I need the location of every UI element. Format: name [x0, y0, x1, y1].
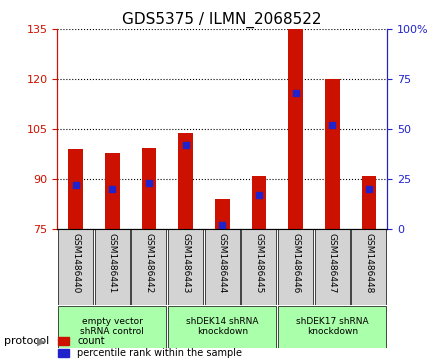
Text: shDEK14 shRNA
knockdown: shDEK14 shRNA knockdown	[186, 317, 258, 336]
Text: GSM1486448: GSM1486448	[364, 233, 374, 294]
Text: GSM1486447: GSM1486447	[328, 233, 337, 294]
Bar	[362, 176, 376, 229]
FancyBboxPatch shape	[168, 229, 203, 305]
Text: GSM1486442: GSM1486442	[144, 233, 154, 293]
FancyBboxPatch shape	[351, 229, 386, 305]
Text: shDEK17 shRNA
knockdown: shDEK17 shRNA knockdown	[296, 317, 369, 336]
Bar	[325, 79, 340, 229]
Bar	[178, 132, 193, 229]
Text: ▶: ▶	[37, 336, 46, 346]
Bar	[215, 199, 230, 229]
Text: GSM1486444: GSM1486444	[218, 233, 227, 293]
FancyBboxPatch shape	[58, 306, 166, 348]
FancyBboxPatch shape	[315, 229, 350, 305]
Text: empty vector
shRNA control: empty vector shRNA control	[80, 317, 144, 336]
FancyBboxPatch shape	[131, 229, 166, 305]
Text: GSM1486441: GSM1486441	[108, 233, 117, 294]
Bar	[105, 152, 120, 229]
FancyBboxPatch shape	[278, 229, 313, 305]
Title: GDS5375 / ILMN_2068522: GDS5375 / ILMN_2068522	[122, 12, 322, 28]
Legend: count, percentile rank within the sample: count, percentile rank within the sample	[58, 336, 242, 358]
FancyBboxPatch shape	[168, 306, 276, 348]
Bar	[68, 149, 83, 229]
Bar	[252, 176, 266, 229]
FancyBboxPatch shape	[241, 229, 276, 305]
FancyBboxPatch shape	[58, 229, 93, 305]
Text: GSM1486445: GSM1486445	[254, 233, 264, 294]
FancyBboxPatch shape	[205, 229, 240, 305]
Bar	[288, 29, 303, 229]
Text: GSM1486440: GSM1486440	[71, 233, 80, 294]
Text: GSM1486446: GSM1486446	[291, 233, 300, 294]
Text: GSM1486443: GSM1486443	[181, 233, 190, 294]
Bar	[142, 148, 156, 229]
FancyBboxPatch shape	[95, 229, 130, 305]
Text: protocol: protocol	[4, 336, 50, 346]
FancyBboxPatch shape	[278, 306, 386, 348]
